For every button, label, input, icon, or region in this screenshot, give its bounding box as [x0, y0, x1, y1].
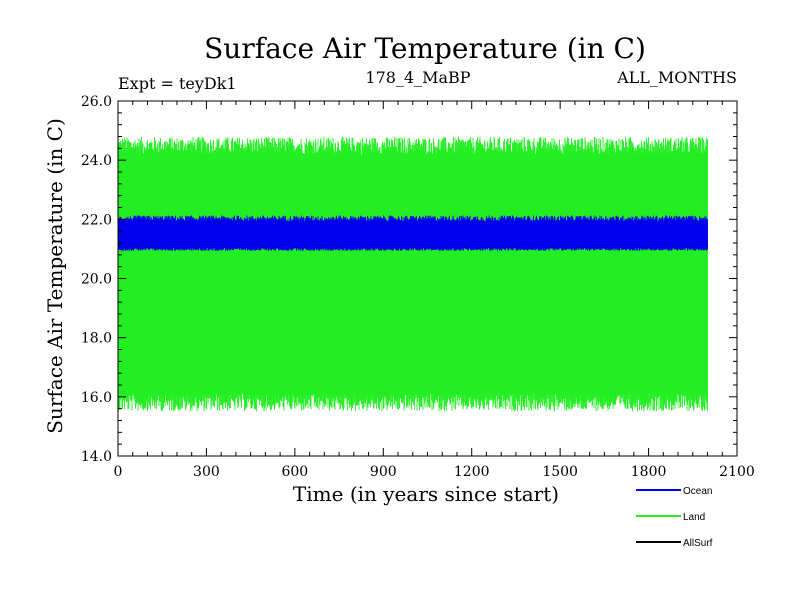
chart-title: Surface Air Temperature (in C) [204, 32, 646, 65]
y-axis-label: Surface Air Temperature (in C) [43, 118, 67, 434]
x-axis-label: Time (in years since start) [293, 482, 559, 506]
legend: Ocean Land AllSurf [636, 486, 713, 549]
x-tick-label: 1200 [454, 464, 490, 480]
y-tick-label: 20.0 [81, 272, 112, 288]
y-tick-label: 18.0 [81, 331, 112, 347]
plot-series [117, 136, 708, 412]
legend-label-ocean: Ocean [683, 486, 712, 497]
y-tick-label: 26.0 [81, 94, 112, 110]
months-label: ALL_MONTHS [616, 68, 737, 87]
x-tick-label: 300 [193, 464, 220, 480]
x-tick-label: 2100 [719, 464, 755, 480]
series-ocean-line [117, 215, 708, 251]
y-tick-label: 16.0 [81, 390, 112, 406]
x-tick-label: 600 [281, 464, 308, 480]
legend-label-land: Land [683, 512, 705, 523]
series-land-line [117, 136, 708, 412]
y-tick-label: 22.0 [81, 212, 112, 228]
x-tick-label: 0 [114, 464, 123, 480]
x-tick-label: 900 [370, 464, 397, 480]
legend-label-allsurf: AllSurf [683, 538, 713, 549]
x-tick-label: 1500 [542, 464, 578, 480]
experiment-label: Expt = teyDk1 [118, 74, 237, 93]
period-label: 178_4_MaBP [365, 68, 470, 87]
y-tick-label: 24.0 [81, 153, 112, 169]
x-tick-label: 1800 [631, 464, 667, 480]
y-tick-label: 14.0 [81, 449, 112, 465]
y-axis: 14.0 16.0 18.0 20.0 22.0 24.0 26.0 [81, 94, 737, 465]
x-axis: 0 300 600 900 1200 1500 1800 2100 [114, 101, 755, 480]
